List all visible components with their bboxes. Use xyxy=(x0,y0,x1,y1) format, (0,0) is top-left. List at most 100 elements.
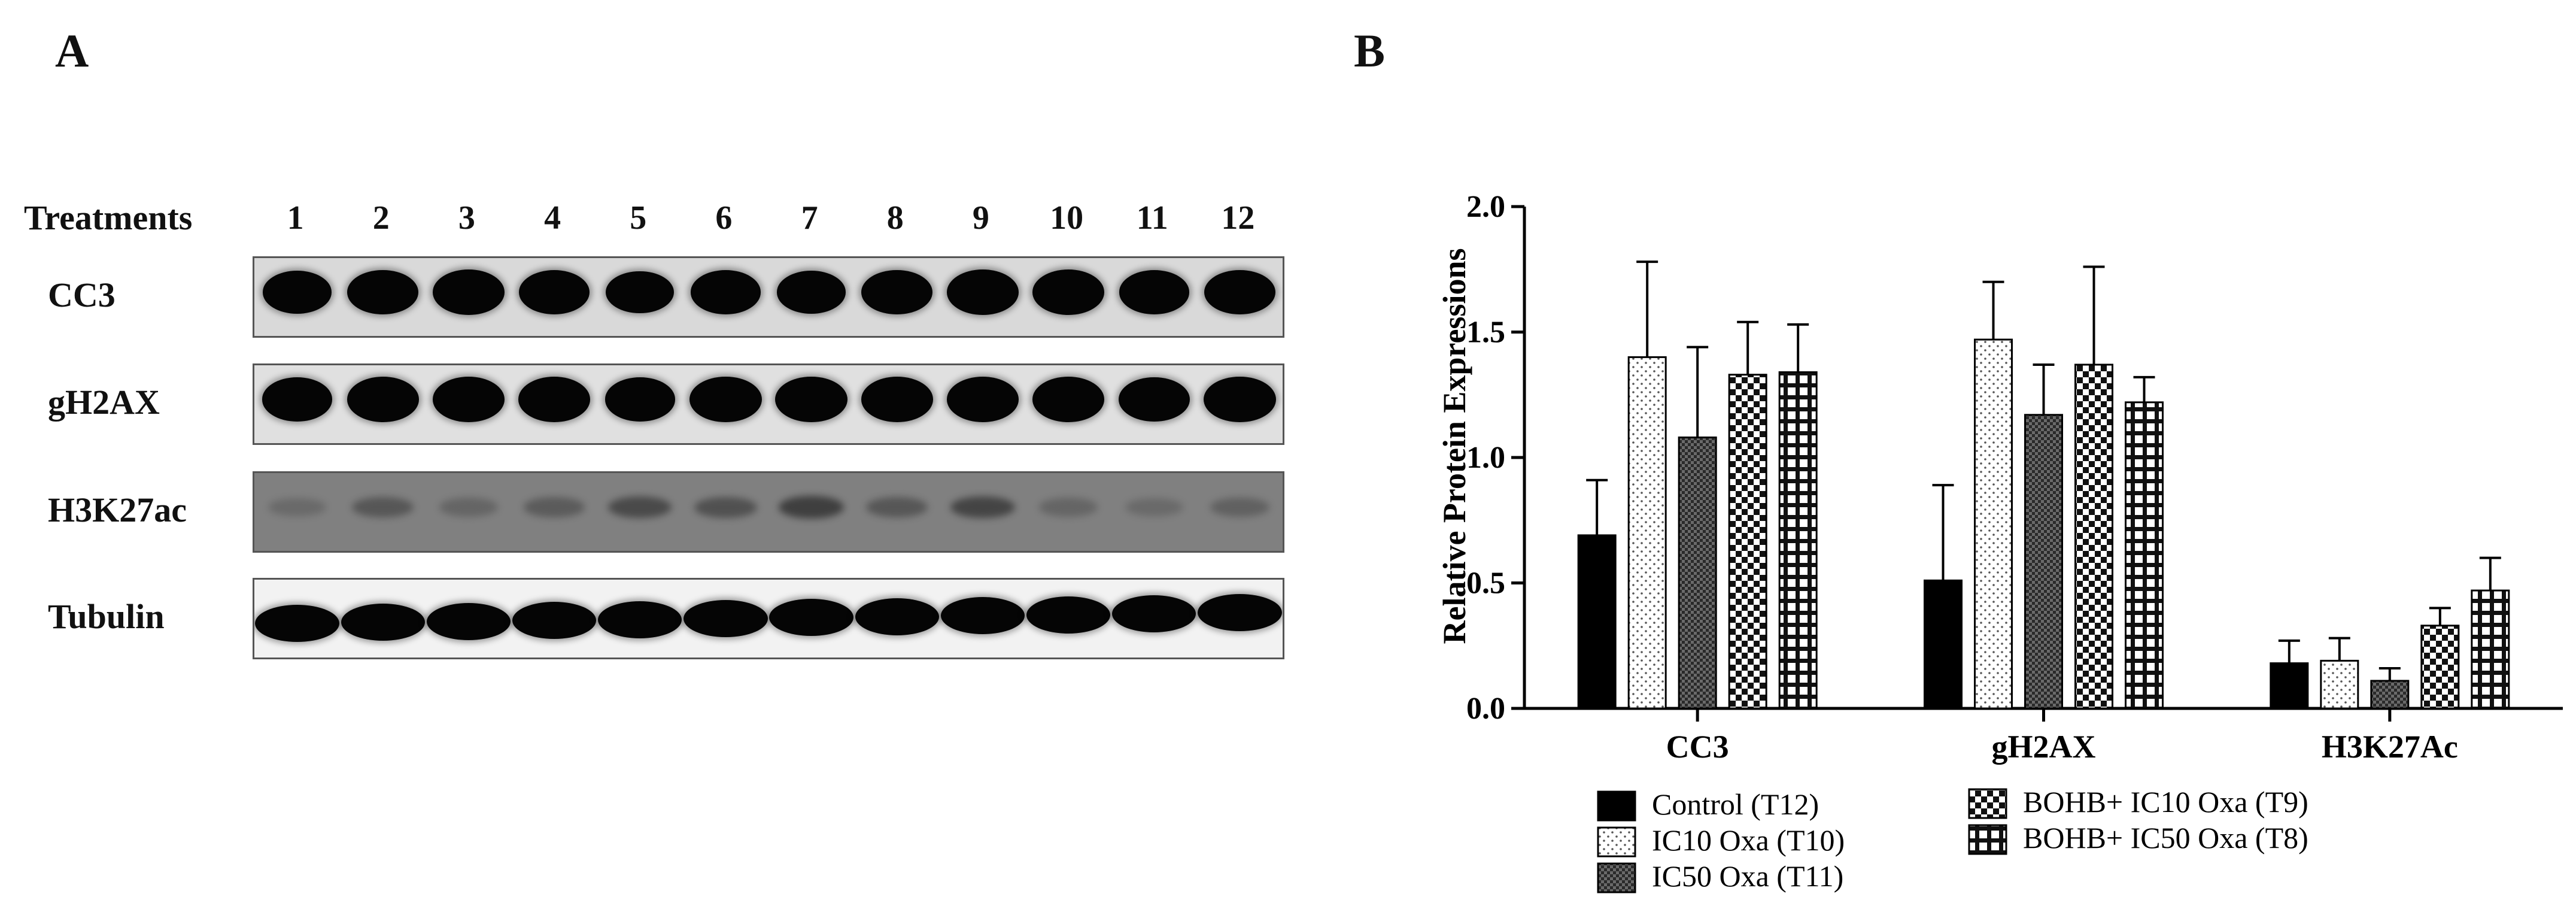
category-labels: CC3 gH2AX H3K27Ac xyxy=(1666,708,2458,765)
y-axis-label: Relative Protein Expressions xyxy=(1436,249,1472,644)
blot-band xyxy=(262,271,332,314)
blot-band xyxy=(946,269,1019,315)
bar xyxy=(2074,363,2113,710)
blot-row-label: CC3 xyxy=(48,275,116,314)
panel-a-letter: A xyxy=(55,25,89,77)
legend-label: BOHB+ IC10 Oxa (T9) xyxy=(2023,785,2308,819)
legend-label: IC50 Oxa (T11) xyxy=(1652,859,1843,893)
blot-band xyxy=(778,496,845,519)
blot-band xyxy=(432,269,505,315)
panel-b-letter: B xyxy=(1354,25,1386,77)
chart-bars xyxy=(1577,260,2510,710)
lane-number: 7 xyxy=(801,199,818,237)
blot-band xyxy=(598,601,682,638)
blot-band xyxy=(268,498,326,517)
blot-band xyxy=(512,602,597,640)
bar xyxy=(2420,625,2460,710)
blot-strip xyxy=(253,256,1284,338)
y-tick-label: 0.5 xyxy=(1466,566,1505,601)
blot-strip xyxy=(253,363,1284,445)
bar xyxy=(2320,659,2359,710)
bar xyxy=(1678,436,1717,710)
blot-band xyxy=(775,377,847,422)
bar xyxy=(2270,662,2309,710)
blot-band xyxy=(352,496,414,518)
blot-band xyxy=(524,497,585,517)
blot-band xyxy=(866,496,928,518)
blot-band xyxy=(769,599,853,637)
chart-legend: Control (T12)IC10 Oxa (T10)IC50 Oxa (T11… xyxy=(1597,785,2308,893)
blot-band xyxy=(1119,270,1189,314)
blot-band xyxy=(689,377,762,422)
lane-number: 3 xyxy=(458,199,475,237)
legend-swatch xyxy=(1968,824,2007,855)
lane-number: 4 xyxy=(544,199,561,237)
bar xyxy=(1627,356,1667,710)
legend-swatch xyxy=(1968,788,2007,819)
blot-band xyxy=(946,377,1019,422)
blot-band xyxy=(1112,595,1196,632)
blot-band xyxy=(861,377,933,422)
bar xyxy=(1577,534,1617,710)
legend-label: Control (T12) xyxy=(1652,787,1819,821)
blot-row-label: H3K27ac xyxy=(48,490,187,529)
blot-band xyxy=(861,269,933,315)
blot-band xyxy=(1032,377,1105,422)
blot-band xyxy=(518,377,591,422)
bar xyxy=(2370,680,2410,710)
bar xyxy=(2471,589,2510,710)
blot-band xyxy=(950,496,1015,519)
blot-band xyxy=(1210,497,1270,517)
bar xyxy=(1974,338,2013,710)
blot-strip xyxy=(253,578,1284,659)
blot-band xyxy=(940,597,1025,635)
legend-label: BOHB+ IC50 Oxa (T8) xyxy=(2023,821,2308,855)
blot-band xyxy=(255,605,339,642)
bar xyxy=(1924,579,1963,710)
lane-number: 11 xyxy=(1136,199,1168,237)
blot-band xyxy=(1032,269,1105,315)
blot-band xyxy=(1198,594,1282,632)
lane-number: 2 xyxy=(372,199,390,237)
lane-number: 8 xyxy=(886,199,904,237)
bar xyxy=(2024,414,2063,710)
category-label: H3K27Ac xyxy=(2322,729,2458,765)
blot-band xyxy=(347,269,419,315)
blot-band xyxy=(439,498,498,517)
y-tick-label: 1.5 xyxy=(1466,316,1505,350)
lane-number: 1 xyxy=(287,199,304,237)
blot-band xyxy=(1118,377,1190,422)
category-label: CC3 xyxy=(1666,729,1729,765)
blot-band xyxy=(690,270,761,314)
blot-band xyxy=(776,271,846,314)
legend-label: IC10 Oxa (T10) xyxy=(1652,823,1845,857)
blot-band xyxy=(347,377,419,422)
blot-band xyxy=(1038,498,1098,517)
blot-band xyxy=(694,496,757,518)
lane-number: 12 xyxy=(1221,199,1255,237)
blot-band xyxy=(855,598,939,635)
panel-a-western-blot: A Treatments 1 2 3 4 5 6 7 8 9 10 11 12 CC3 gH2AX H3K… xyxy=(24,25,1284,659)
blot-band xyxy=(432,377,505,422)
bar xyxy=(1778,371,1818,710)
blot-strip xyxy=(253,471,1284,553)
blot-band xyxy=(341,604,425,641)
y-tick-label: 2.0 xyxy=(1466,190,1505,224)
blot-band xyxy=(262,377,333,422)
blot-band xyxy=(604,377,675,422)
lane-number: 10 xyxy=(1050,199,1084,237)
legend-swatch xyxy=(1597,790,1636,822)
treatments-label: Treatments xyxy=(24,198,193,237)
blot-band xyxy=(684,600,768,637)
blot-band xyxy=(608,496,672,518)
lane-number: 6 xyxy=(715,199,733,237)
lane-number: 5 xyxy=(630,199,647,237)
legend-swatch xyxy=(1597,826,1636,858)
y-tick-label: 1.0 xyxy=(1466,441,1505,475)
blot-band xyxy=(518,269,590,315)
legend-swatch xyxy=(1597,862,1636,893)
blot-row-label: gH2AX xyxy=(48,383,160,422)
blot-row-label: Tubulin xyxy=(48,597,165,636)
blot-band xyxy=(1204,377,1276,422)
y-tick-label: 0.0 xyxy=(1466,692,1505,726)
